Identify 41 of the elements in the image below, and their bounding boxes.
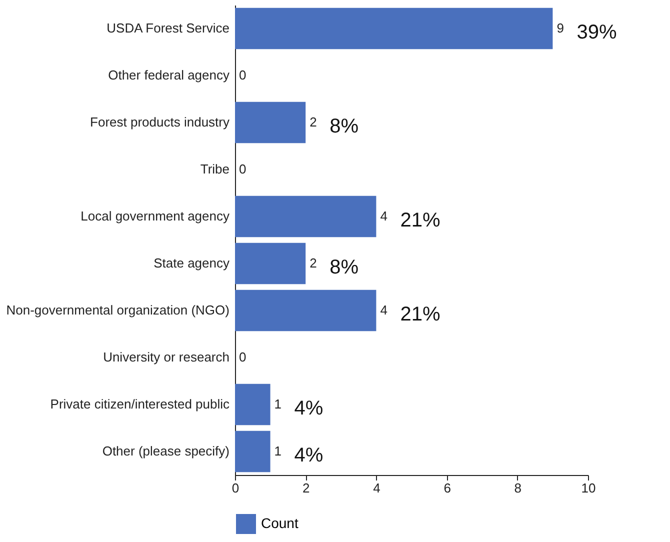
- data-label: 9: [556, 20, 564, 36]
- data-label: 4: [380, 208, 388, 224]
- y-tick-label: State agency: [154, 256, 230, 270]
- x-tick-label: 0: [232, 480, 240, 496]
- bar: [235, 242, 306, 284]
- y-tick-label: USDA Forest Service: [106, 20, 230, 36]
- bar: [235, 430, 270, 472]
- x-tick-label: 2: [302, 480, 310, 496]
- x-tick-label: 8: [514, 480, 522, 496]
- annotation: 21%: [400, 304, 440, 326]
- bar: [235, 102, 306, 144]
- x-tick-label: 10: [581, 480, 596, 496]
- bar: [235, 290, 376, 332]
- data-label: 1: [274, 444, 282, 458]
- annotation: 8%: [330, 116, 359, 138]
- data-label: 0: [239, 68, 246, 82]
- data-label: 2: [310, 256, 317, 270]
- annotation: 39%: [576, 22, 617, 44]
- y-tick-label: Other (please specify): [102, 444, 230, 458]
- x-tick-label: 6: [444, 480, 451, 496]
- bar: [235, 196, 376, 238]
- legend-label: Count: [261, 515, 298, 531]
- data-label: 0: [239, 350, 246, 364]
- annotation: 21%: [400, 210, 440, 232]
- y-tick-label: University or research: [103, 350, 230, 364]
- data-label: 4: [380, 302, 388, 318]
- annotation: 4%: [294, 398, 324, 420]
- x-tick-label: 4: [373, 480, 380, 496]
- data-label: 2: [310, 114, 317, 130]
- data-label: 0: [239, 162, 246, 176]
- y-tick-label: Private citizen/interested public: [50, 396, 230, 412]
- y-tick-label: Tribe: [200, 162, 230, 176]
- y-tick-label: Other federal agency: [108, 68, 230, 82]
- y-tick-label: Forest products industry: [90, 114, 230, 130]
- y-tick-label: Local government agency: [80, 208, 230, 224]
- data-label: 1: [274, 396, 282, 412]
- bar: [235, 8, 553, 50]
- bar: [235, 384, 270, 426]
- annotation: 8%: [330, 256, 359, 278]
- annotation: 4%: [294, 444, 324, 466]
- y-tick-label: Non-governmental organization (NGO): [6, 302, 230, 318]
